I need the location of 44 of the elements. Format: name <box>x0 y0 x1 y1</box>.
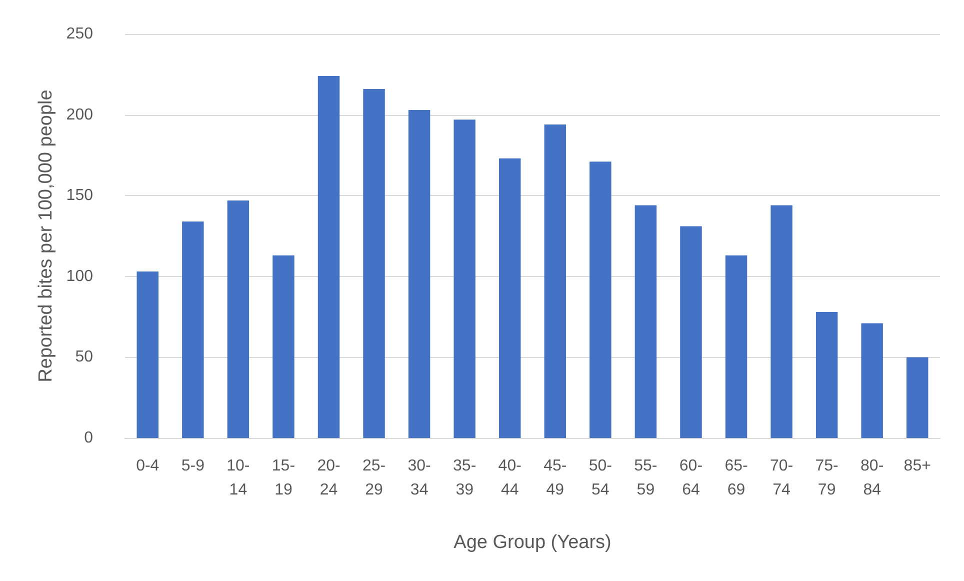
x-tick-label: 10-14 <box>226 458 250 498</box>
y-tick-label: 200 <box>66 106 94 124</box>
x-tick-label: 75-79 <box>815 458 838 498</box>
y-tick-label: 0 <box>84 430 94 446</box>
y-tick-label: 150 <box>66 187 94 204</box>
bar <box>634 205 657 438</box>
x-tick-label: 85+ <box>904 458 931 474</box>
bar <box>770 205 792 438</box>
bar <box>182 221 204 438</box>
y-tick-label: 250 <box>66 26 94 42</box>
x-tick-label: 65-69 <box>724 458 748 498</box>
bar <box>544 124 566 438</box>
bar <box>272 255 294 438</box>
x-tick-label: 5-9 <box>181 458 205 474</box>
bar <box>725 255 748 438</box>
x-tick-label: 15-19 <box>272 458 296 498</box>
bar <box>136 272 159 438</box>
y-tick-label: 100 <box>66 268 94 285</box>
bar <box>680 226 702 438</box>
x-tick-label: 20-24 <box>317 458 340 498</box>
x-tick-label: 70-74 <box>770 458 794 498</box>
x-tick-label: 60-64 <box>679 458 703 498</box>
bar <box>906 357 928 438</box>
x-tick-label: 35-39 <box>453 458 476 498</box>
bar <box>227 200 250 438</box>
bar <box>590 162 612 438</box>
x-axis-title: Age Group (Years) <box>454 532 612 553</box>
bar <box>318 76 340 438</box>
bar <box>363 88 385 438</box>
x-tick-label: 0-4 <box>136 458 160 474</box>
bar <box>816 312 838 438</box>
y-tick-label: 50 <box>75 348 94 366</box>
bar <box>454 120 476 438</box>
x-tick-label: 50-54 <box>588 458 612 498</box>
x-tick-label: 30-34 <box>408 458 431 498</box>
x-tick-label: 80-84 <box>860 458 884 498</box>
y-axis-title: Reported bites per 100,000 people <box>35 90 56 382</box>
x-tick-label: 25-29 <box>362 458 386 498</box>
x-tick-label: 55-59 <box>634 458 658 498</box>
bar <box>408 110 430 438</box>
bar <box>861 323 883 438</box>
x-tick-label: 45-49 <box>544 458 567 498</box>
bar <box>498 158 521 438</box>
x-tick-label: 40-44 <box>498 458 522 498</box>
